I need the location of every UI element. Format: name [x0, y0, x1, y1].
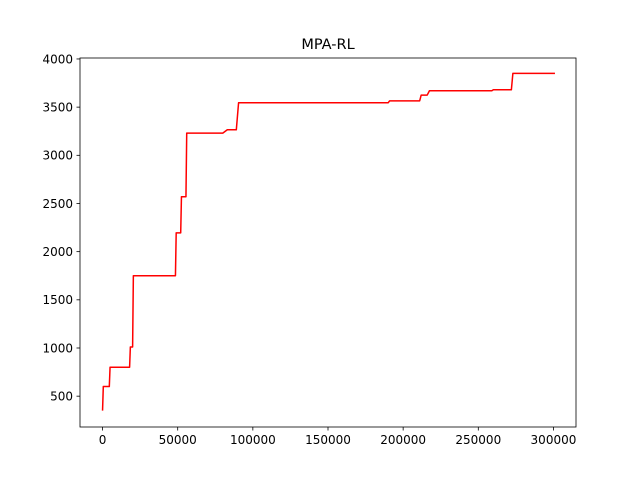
- y-tick-label: 3500: [42, 100, 73, 114]
- y-tick-label: 3000: [42, 149, 73, 163]
- x-tick-label: 250000: [455, 433, 501, 447]
- y-tick-label: 2500: [42, 197, 73, 211]
- series-layer: [101, 72, 555, 411]
- x-tick-label: 0: [99, 433, 107, 447]
- y-tick-label: 1000: [42, 341, 73, 355]
- x-tick-label: 150000: [305, 433, 351, 447]
- x-axis-ticks: 0 50000 100000 150000 200000 250000 300000: [99, 427, 577, 447]
- y-tick-label: 2000: [42, 245, 73, 259]
- y-tick-label: 4000: [42, 52, 73, 66]
- x-tick-label: 50000: [159, 433, 197, 447]
- x-tick-label: 100000: [230, 433, 276, 447]
- x-tick-label: 200000: [380, 433, 426, 447]
- x-tick-label: 300000: [531, 433, 577, 447]
- plot-area-frame: [79, 57, 577, 428]
- y-axis-ticks: 500 1000 1500 2000 2500 3000 3500 4000: [42, 52, 80, 403]
- y-tick-label: 1500: [42, 293, 73, 307]
- chart-title: MPA-RL: [301, 37, 354, 53]
- y-tick-label: 500: [50, 389, 73, 403]
- series-line-0: [101, 72, 555, 411]
